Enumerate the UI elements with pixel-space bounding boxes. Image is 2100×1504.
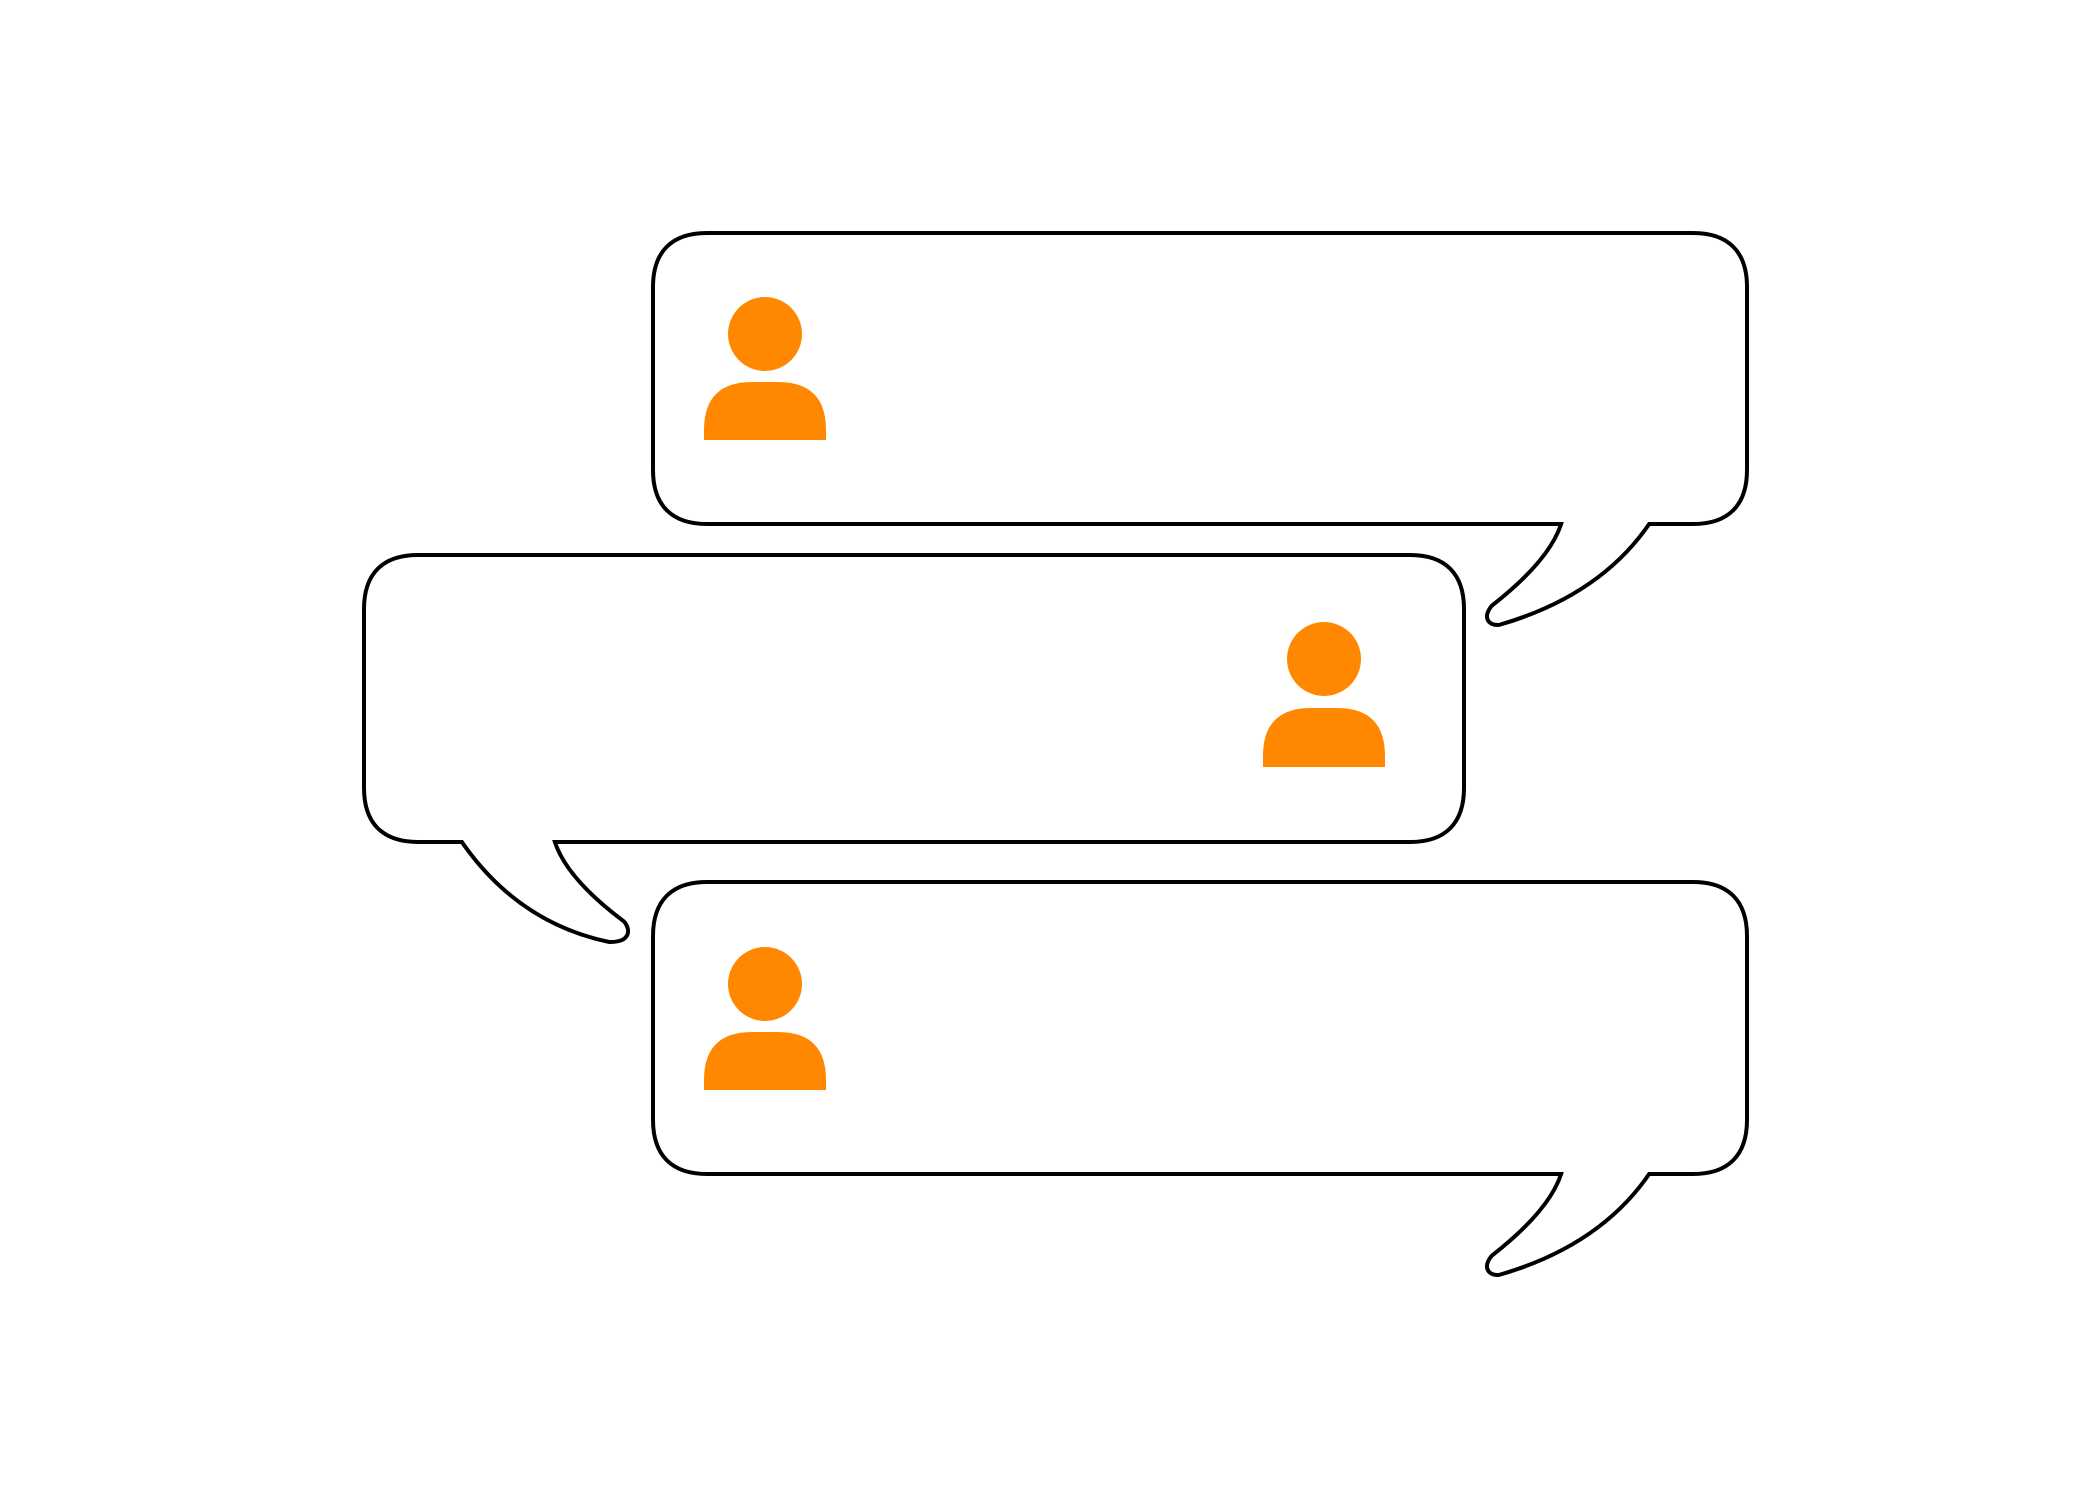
speech-bubble-1	[651, 231, 1749, 627]
user-icon	[704, 947, 826, 1090]
speech-bubble-3	[651, 880, 1749, 1277]
speech-bubble-3-fill	[655, 884, 1745, 1273]
speech-bubble-2-fill	[366, 557, 1462, 940]
user-icon	[704, 297, 826, 440]
user-icon	[1263, 622, 1385, 767]
speech-bubble-1-fill	[655, 235, 1745, 623]
speech-bubble-2	[362, 553, 1466, 944]
